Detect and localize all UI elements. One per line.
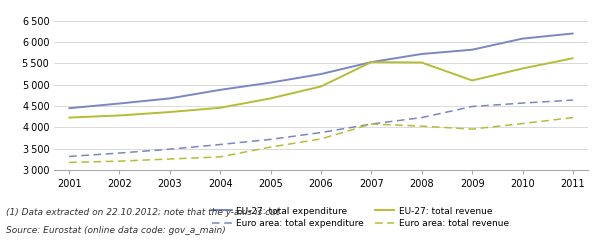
Text: (1) Data extracted on 22.10.2012; note that the y-axis is cut: (1) Data extracted on 22.10.2012; note t… <box>6 208 280 217</box>
Text: Source: Eurostat (online data code: gov_a_main): Source: Eurostat (online data code: gov_… <box>6 226 226 235</box>
Legend: EU-27: total expenditure, Euro area: total expenditure, EU-27: total revenue, Eu: EU-27: total expenditure, Euro area: tot… <box>208 203 513 231</box>
